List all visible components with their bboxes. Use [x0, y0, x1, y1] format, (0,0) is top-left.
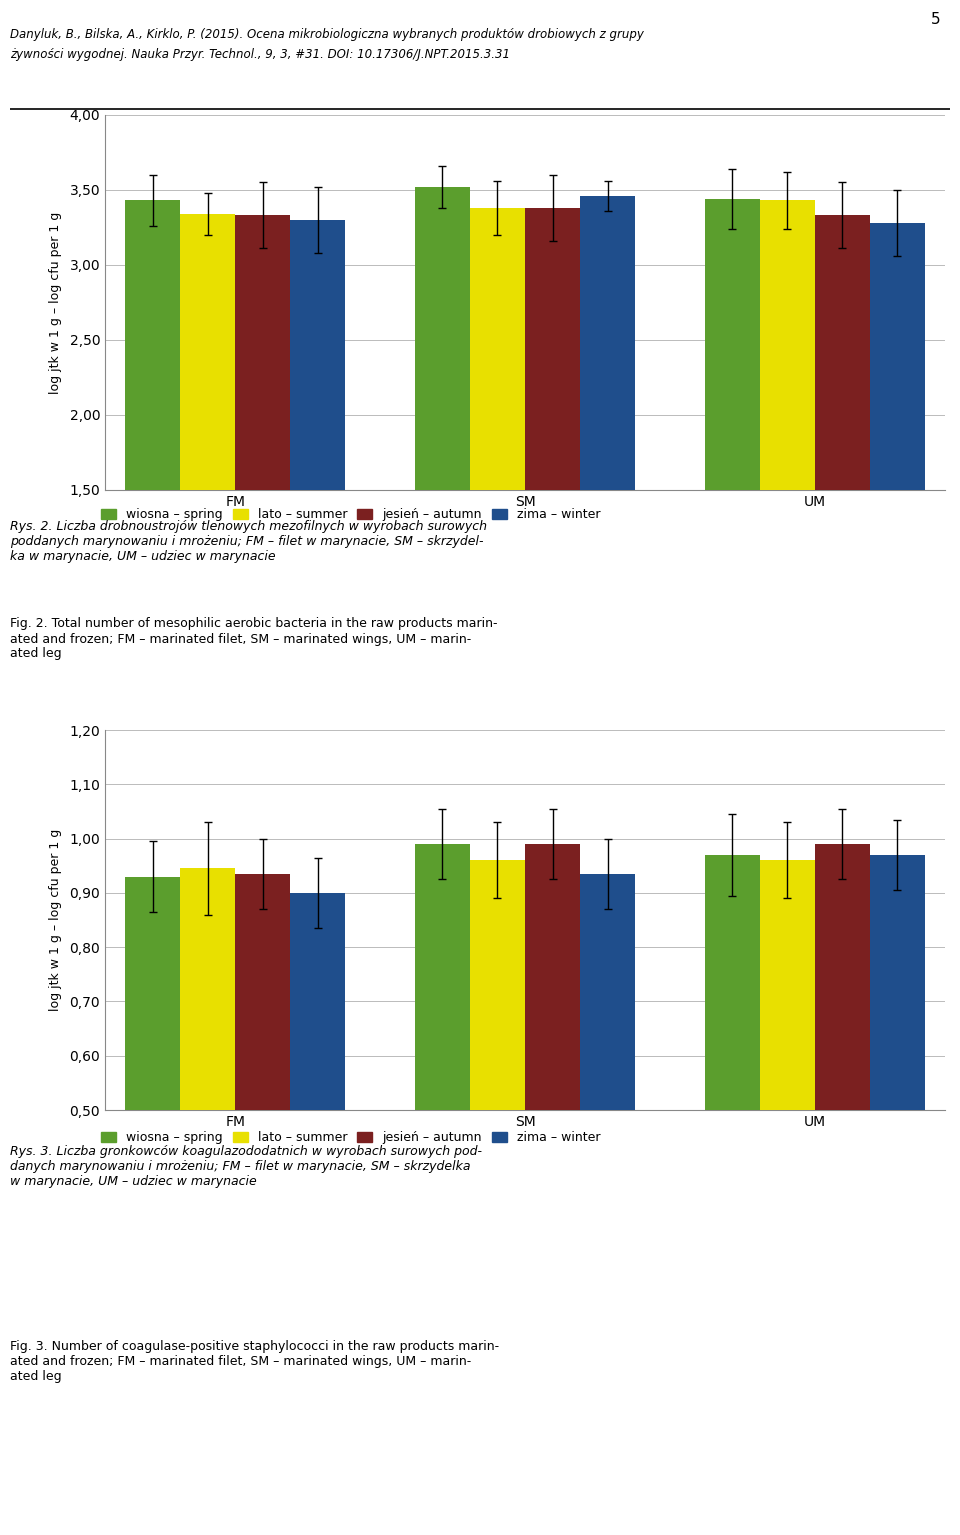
Bar	[580, 873, 636, 1110]
Bar	[815, 215, 870, 490]
Y-axis label: log jtk w 1 g – log cfu per 1 g: log jtk w 1 g – log cfu per 1 g	[50, 212, 62, 393]
Text: Rys. 3. Liczba gronkowców koagulazododatnich w wyrobach surowych pod-
danych mar: Rys. 3. Liczba gronkowców koagulazododat…	[10, 1145, 482, 1188]
Bar	[125, 876, 180, 1110]
Bar	[525, 209, 580, 490]
Legend: wiosna – spring, lato – summer, jesień – autumn, zima – winter: wiosna – spring, lato – summer, jesień –…	[101, 1131, 600, 1144]
Bar	[415, 187, 470, 490]
Bar	[125, 201, 180, 490]
Text: żywności wygodnej. Nauka Przyr. Technol., 9, 3, #31. DOI: 10.17306/J.NPT.2015.3.: żywności wygodnej. Nauka Przyr. Technol.…	[10, 48, 510, 61]
Bar	[705, 200, 759, 490]
Bar	[470, 209, 525, 490]
Text: Fig. 2. Total number of mesophilic aerobic bacteria in the raw products marin-
a: Fig. 2. Total number of mesophilic aerob…	[10, 617, 497, 660]
Text: Fig. 3. Number of coagulase-positive staphylococci in the raw products marin-
at: Fig. 3. Number of coagulase-positive sta…	[10, 1340, 499, 1383]
Bar	[580, 196, 636, 490]
Bar	[290, 893, 346, 1110]
Bar	[815, 844, 870, 1110]
Text: Danyluk, B., Bilska, A., Kirklo, P. (2015). Ocena mikrobiologiczna wybranych pro: Danyluk, B., Bilska, A., Kirklo, P. (201…	[10, 28, 644, 41]
Bar	[759, 860, 815, 1110]
Bar	[870, 223, 924, 490]
Text: 5: 5	[930, 12, 940, 28]
Legend: wiosna – spring, lato – summer, jesień – autumn, zima – winter: wiosna – spring, lato – summer, jesień –…	[101, 508, 600, 522]
Bar	[235, 873, 290, 1110]
Bar	[470, 860, 525, 1110]
Bar	[415, 844, 470, 1110]
Text: Rys. 2. Liczba drobnoustrojów tlenowych mezofilnych w wyrobach surowych
poddanyc: Rys. 2. Liczba drobnoustrojów tlenowych …	[10, 520, 487, 563]
Bar	[235, 215, 290, 490]
Bar	[870, 855, 924, 1110]
Bar	[290, 220, 346, 490]
Bar	[180, 213, 235, 490]
Bar	[180, 869, 235, 1110]
Y-axis label: log jtk w 1 g – log cfu per 1 g: log jtk w 1 g – log cfu per 1 g	[49, 829, 62, 1012]
Bar	[705, 855, 759, 1110]
Bar	[525, 844, 580, 1110]
Bar	[759, 201, 815, 490]
